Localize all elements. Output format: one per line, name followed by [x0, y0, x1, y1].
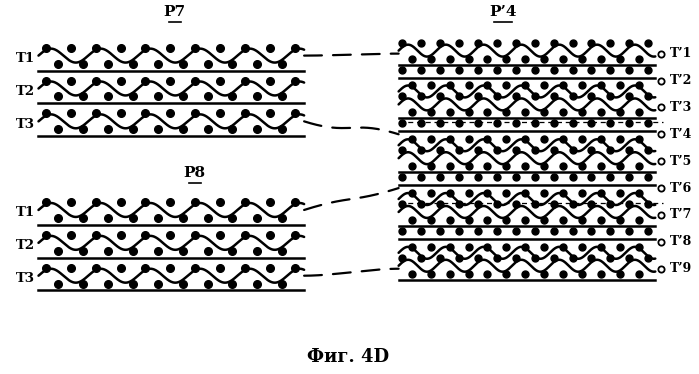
- Text: P8: P8: [184, 166, 206, 180]
- Text: T’5: T’5: [670, 155, 693, 168]
- Text: T’6: T’6: [670, 181, 693, 194]
- Text: P’4: P’4: [489, 5, 517, 19]
- Text: T’7: T’7: [670, 208, 693, 221]
- Text: T2: T2: [15, 85, 34, 98]
- Text: T’1: T’1: [670, 47, 693, 60]
- Text: T’4: T’4: [670, 128, 693, 141]
- Text: T’3: T’3: [670, 101, 693, 114]
- Text: T1: T1: [15, 206, 34, 220]
- Text: T’8: T’8: [670, 235, 693, 248]
- Text: T1: T1: [15, 52, 34, 65]
- Text: T2: T2: [15, 239, 34, 252]
- Text: Фиг. 4D: Фиг. 4D: [307, 348, 389, 367]
- Text: T3: T3: [15, 272, 34, 285]
- Text: T’2: T’2: [670, 74, 693, 87]
- Text: T3: T3: [15, 118, 34, 131]
- Text: T’9: T’9: [670, 262, 693, 275]
- Text: P7: P7: [164, 5, 186, 19]
